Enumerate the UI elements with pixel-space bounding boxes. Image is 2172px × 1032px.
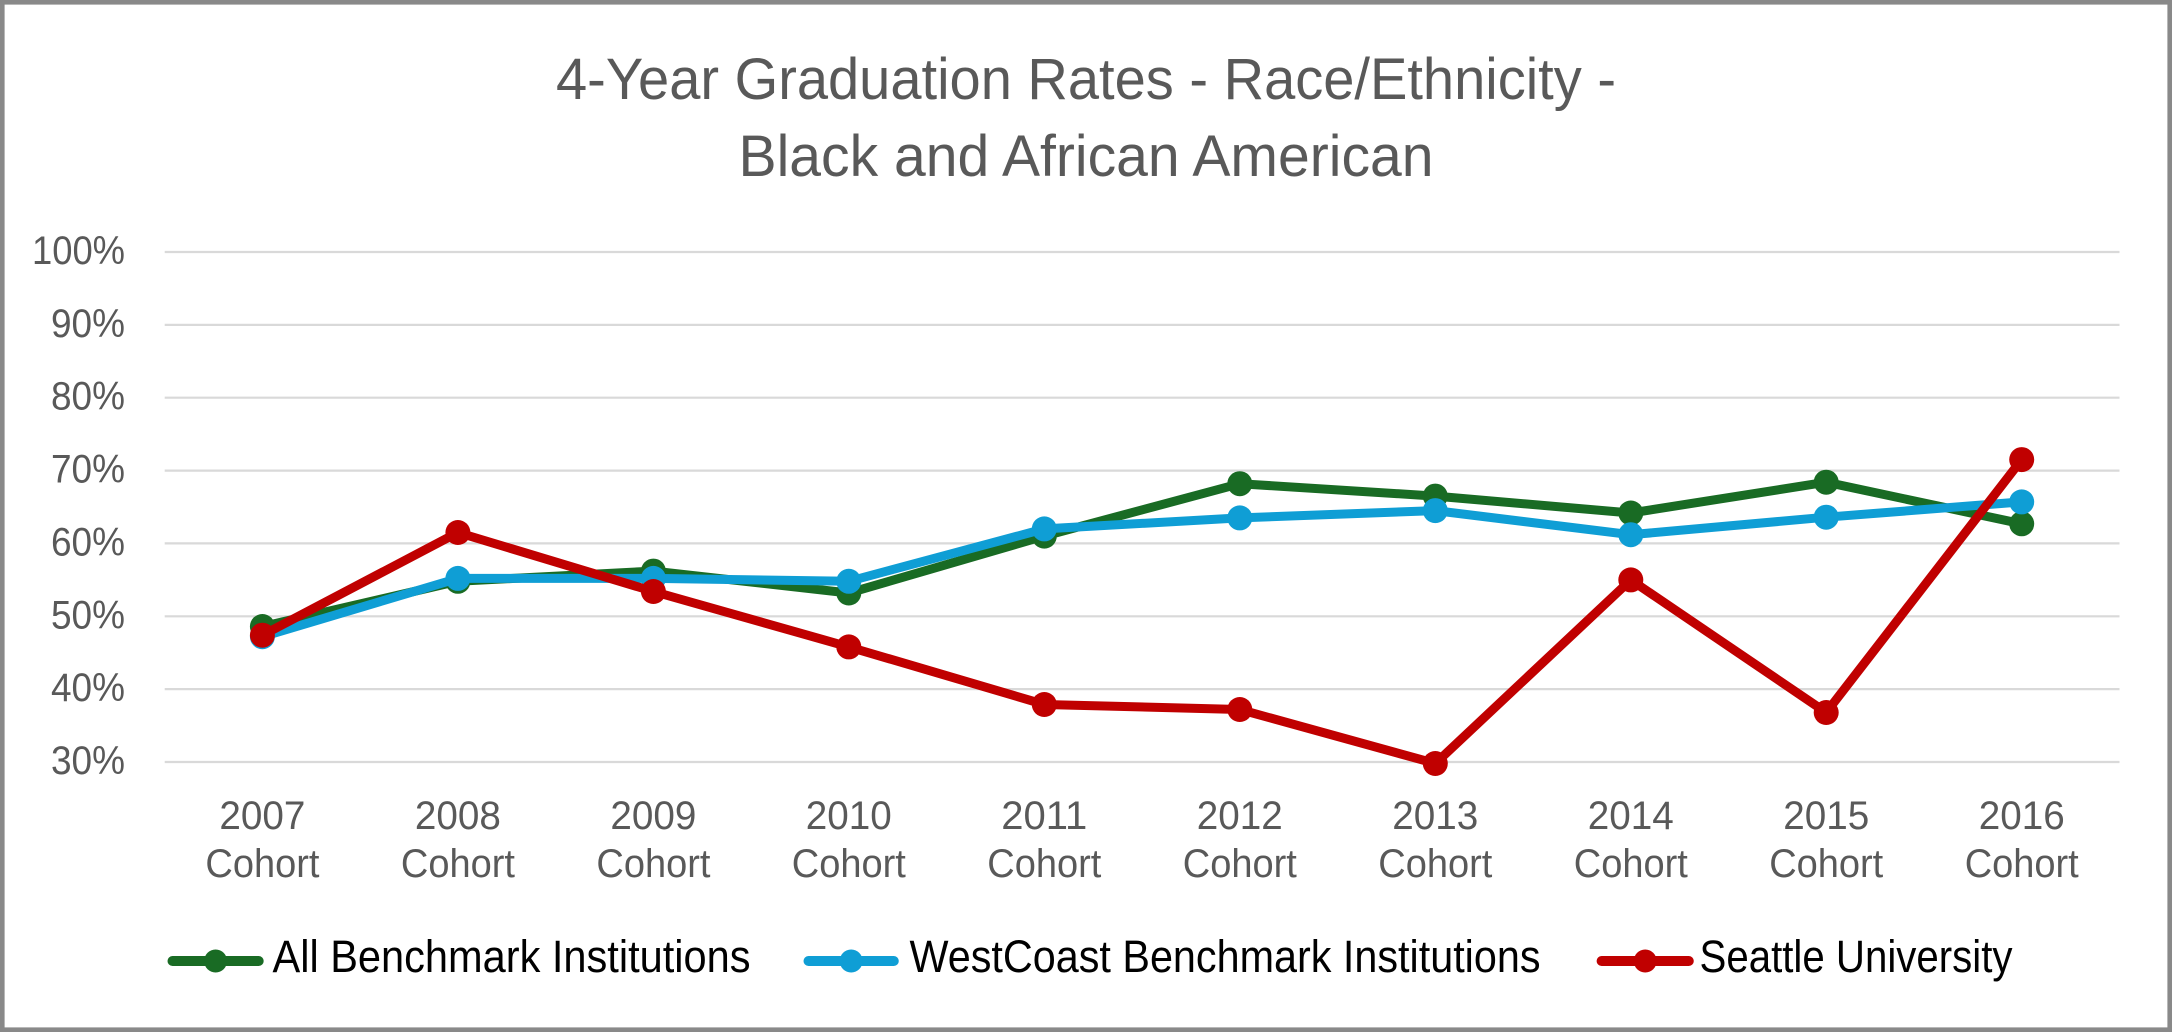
svg-text:50%: 50%	[51, 593, 125, 637]
svg-text:2015: 2015	[1783, 794, 1869, 838]
svg-text:2010: 2010	[806, 794, 892, 838]
svg-text:Cohort: Cohort	[1574, 842, 1688, 886]
svg-text:80%: 80%	[51, 375, 125, 419]
svg-text:2007: 2007	[219, 794, 305, 838]
svg-text:Black and African American: Black and African American	[739, 124, 1434, 189]
svg-text:Cohort: Cohort	[1183, 842, 1297, 886]
svg-text:100%: 100%	[32, 229, 125, 273]
svg-text:90%: 90%	[51, 302, 125, 346]
svg-text:2014: 2014	[1588, 794, 1674, 838]
svg-text:Cohort: Cohort	[1965, 842, 2079, 886]
svg-text:Cohort: Cohort	[987, 842, 1101, 886]
svg-text:2013: 2013	[1392, 794, 1478, 838]
svg-text:Cohort: Cohort	[792, 842, 906, 886]
svg-text:60%: 60%	[51, 520, 125, 564]
svg-text:Cohort: Cohort	[1378, 842, 1492, 886]
svg-text:All Benchmark Institutions: All Benchmark Institutions	[273, 931, 751, 982]
svg-text:2008: 2008	[415, 794, 501, 838]
svg-text:4-Year Graduation Rates - Race: 4-Year Graduation Rates - Race/Ethnicity…	[556, 47, 1616, 112]
svg-text:40%: 40%	[51, 666, 125, 710]
svg-text:2016: 2016	[1979, 794, 2065, 838]
svg-text:2012: 2012	[1197, 794, 1283, 838]
svg-text:Seattle University: Seattle University	[1700, 931, 2013, 982]
svg-text:70%: 70%	[51, 448, 125, 492]
svg-text:2011: 2011	[1001, 794, 1087, 838]
svg-text:30%: 30%	[51, 739, 125, 783]
svg-text:2009: 2009	[610, 794, 696, 838]
svg-text:Cohort: Cohort	[401, 842, 515, 886]
svg-text:Cohort: Cohort	[1769, 842, 1883, 886]
svg-text:Cohort: Cohort	[205, 842, 319, 886]
svg-text:Cohort: Cohort	[596, 842, 710, 886]
svg-text:WestCoast Benchmark Institutio: WestCoast Benchmark Institutions	[910, 931, 1541, 982]
